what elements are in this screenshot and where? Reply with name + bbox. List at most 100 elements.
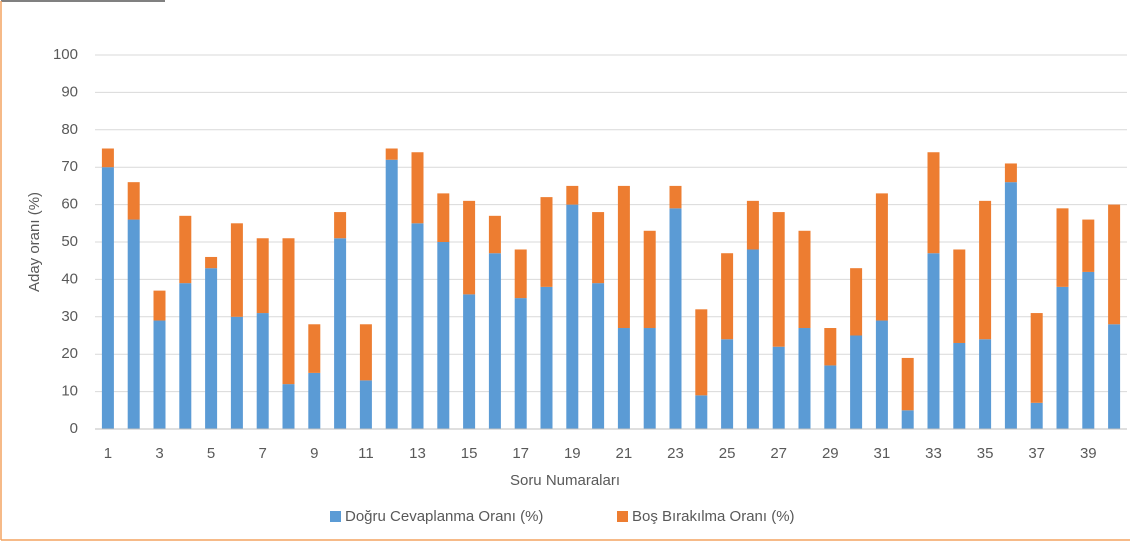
x-tick-label: 3 <box>155 445 163 462</box>
bar-segment <box>824 365 837 429</box>
bar-segment <box>695 395 708 429</box>
bar-segment <box>308 324 321 373</box>
bar-segment <box>1056 286 1069 429</box>
bar-segment <box>488 253 501 429</box>
bar-segment <box>927 253 940 429</box>
bar-segment <box>256 238 269 314</box>
x-tick-label: 35 <box>977 445 994 462</box>
x-tick-label: 25 <box>719 445 736 462</box>
bar-segment <box>1030 402 1043 429</box>
bar-segment <box>514 298 527 429</box>
bar-segment <box>875 193 888 321</box>
bar-segment <box>798 230 811 329</box>
bar-segment <box>617 328 630 429</box>
x-tick-label: 13 <box>409 445 426 462</box>
bar-segment <box>592 212 605 284</box>
x-tick-label: 11 <box>358 445 374 462</box>
legend-swatch <box>617 511 628 522</box>
bar-segment <box>1108 204 1121 325</box>
y-tick-label: 40 <box>61 270 78 287</box>
bar-segment <box>282 384 295 429</box>
bar-segment <box>540 197 553 287</box>
x-tick-label: 39 <box>1080 445 1097 462</box>
legend-label: Doğru Cevaplanma Oranı (%) <box>345 508 543 525</box>
bar-segment <box>772 346 785 429</box>
x-tick-label: 19 <box>564 445 581 462</box>
bar-segment <box>1082 219 1095 272</box>
y-tick-label: 10 <box>61 383 78 400</box>
bar-segment <box>979 200 992 340</box>
x-tick-label: 5 <box>207 445 215 462</box>
bar-segment <box>540 286 553 429</box>
bar-segment <box>721 253 734 340</box>
x-tick-label: 33 <box>925 445 942 462</box>
bar-segment <box>205 256 218 269</box>
bar-segment <box>282 238 295 385</box>
bar-segment <box>695 309 708 396</box>
bar-segment <box>230 316 243 429</box>
x-tick-label: 27 <box>770 445 787 462</box>
bar-segment <box>179 283 192 429</box>
bar-segment <box>127 219 140 429</box>
bar-segment <box>411 223 424 429</box>
bar-segment <box>746 249 759 429</box>
x-tick-label: 37 <box>1028 445 1045 462</box>
bar-segment <box>437 242 450 429</box>
bar-segment <box>308 372 321 429</box>
y-axis-label: Aday oranı (%) <box>26 192 43 292</box>
bar-segment <box>334 238 347 429</box>
y-tick-label: 90 <box>61 83 78 100</box>
x-tick-label: 23 <box>667 445 684 462</box>
bar-segment <box>179 215 192 284</box>
bar-segment <box>359 380 372 429</box>
bar-segment <box>205 268 218 429</box>
x-tick-label: 9 <box>310 445 318 462</box>
bar-segment <box>953 342 966 429</box>
x-tick-label: 17 <box>512 445 529 462</box>
bar-segment <box>617 185 630 329</box>
bar-segment <box>669 185 682 209</box>
bar-segment <box>411 152 424 224</box>
bar-segment <box>643 230 656 329</box>
bar-segment <box>592 283 605 429</box>
bar-segment <box>256 313 269 429</box>
bar-segment <box>953 249 966 343</box>
y-tick-label: 30 <box>61 308 78 325</box>
bar-segment <box>798 328 811 429</box>
y-tick-label: 60 <box>61 196 78 213</box>
bar-segment <box>334 212 347 239</box>
bar-segment <box>101 167 114 429</box>
bar-segment <box>463 294 476 429</box>
x-tick-label: 31 <box>874 445 891 462</box>
bar-segment <box>230 223 243 317</box>
x-tick-label: 7 <box>259 445 267 462</box>
y-tick-label: 0 <box>70 420 78 437</box>
bar-segment <box>1030 313 1043 403</box>
x-tick-label: 29 <box>822 445 839 462</box>
bar-segment <box>1108 324 1121 429</box>
bar-segment <box>1004 163 1017 183</box>
bar-segment <box>643 328 656 429</box>
bar-segment <box>669 208 682 429</box>
x-tick-label: 15 <box>461 445 478 462</box>
y-tick-label: 80 <box>61 121 78 138</box>
x-tick-label: 1 <box>104 445 112 462</box>
y-tick-label: 70 <box>61 158 78 175</box>
bar-segment <box>1082 271 1095 429</box>
bar-segment <box>850 335 863 429</box>
bar-segment <box>359 324 372 381</box>
bar-segment <box>385 159 398 429</box>
bar-segment <box>927 152 940 254</box>
bar-segment <box>153 290 166 321</box>
legend-swatch <box>330 511 341 522</box>
y-tick-label: 50 <box>61 233 78 250</box>
x-tick-label: 21 <box>616 445 633 462</box>
bar-segment <box>385 148 398 160</box>
bar-segment <box>901 357 914 411</box>
bar-segment <box>488 215 501 254</box>
bar-segment <box>746 200 759 250</box>
bar-segment <box>101 148 114 168</box>
bar-segment <box>721 339 734 429</box>
